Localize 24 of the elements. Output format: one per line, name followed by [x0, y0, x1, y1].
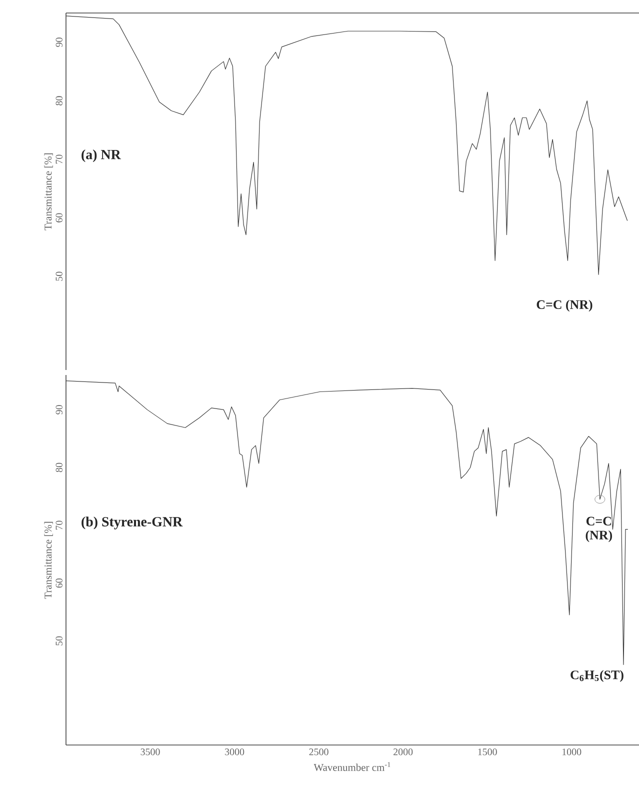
y-tick-label: 90	[56, 405, 62, 414]
y-tick-label: 60	[56, 578, 62, 588]
y-tick-label: 90	[56, 38, 62, 47]
y-tick-label: 80	[56, 96, 62, 106]
y-tick-label: 70	[56, 154, 62, 164]
x-axis-title: Wavenumber cm$^{-1}$	[314, 762, 390, 772]
y-tick-label: 60	[56, 213, 62, 222]
y-axis-title: Transmittance [%]	[44, 522, 53, 599]
y-tick-label: 80	[56, 462, 62, 472]
annotation: (a) NR	[82, 149, 121, 162]
x-tick-label: 1500	[478, 748, 497, 756]
annotation: C=C (NR)	[586, 516, 612, 542]
annotation: C$_{6}$H$_{5}$(ST)	[570, 670, 624, 682]
x-tick-label: 3500	[140, 748, 160, 756]
x-tick-label: 2000	[394, 748, 413, 756]
y-tick-label: 70	[56, 520, 62, 530]
annotation: (b) Styrene-GNR	[82, 516, 183, 530]
y-tick-label: 50	[56, 272, 62, 281]
y-tick-label: 50	[56, 636, 62, 646]
x-tick-label: 2500	[309, 748, 328, 756]
annotation: C=C (NR)	[536, 300, 592, 312]
x-tick-label: 1000	[562, 748, 582, 756]
y-axis-title: Transmittance [%]	[44, 153, 53, 230]
x-tick-label: 3000	[225, 748, 244, 756]
